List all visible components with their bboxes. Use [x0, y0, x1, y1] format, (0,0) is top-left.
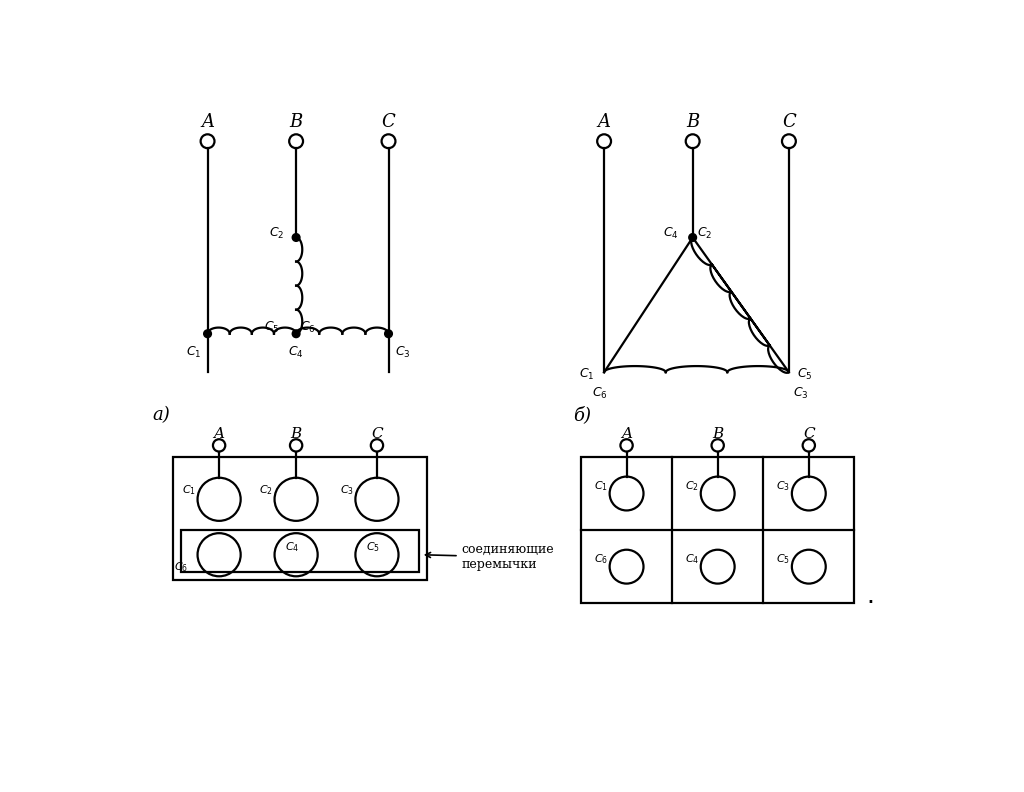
Text: B: B [291, 427, 302, 441]
Circle shape [385, 330, 392, 337]
Text: A: A [622, 427, 632, 441]
Text: $C_1$: $C_1$ [594, 479, 608, 493]
Text: C: C [371, 427, 383, 441]
Circle shape [204, 330, 211, 337]
Text: B: B [290, 113, 303, 131]
Text: $C_6$: $C_6$ [300, 320, 315, 335]
Text: $C_3$: $C_3$ [394, 345, 411, 360]
Text: $C_6$: $C_6$ [593, 386, 608, 402]
Text: б): б) [573, 406, 591, 424]
Circle shape [689, 234, 696, 242]
Text: $C_2$: $C_2$ [696, 226, 712, 242]
Text: $C_5$: $C_5$ [263, 320, 280, 335]
Text: $C_4$: $C_4$ [685, 552, 699, 565]
Bar [173, 457, 427, 580]
Text: $C_2$: $C_2$ [259, 483, 273, 497]
Text: $C_6$: $C_6$ [594, 552, 608, 565]
Text: а): а) [153, 406, 170, 424]
Circle shape [292, 330, 300, 337]
Text: $C_5$: $C_5$ [367, 540, 380, 554]
Text: $C_6$: $C_6$ [174, 560, 188, 574]
Text: A: A [201, 113, 214, 131]
Text: B: B [686, 113, 699, 131]
Text: $C_1$: $C_1$ [182, 483, 196, 497]
Text: C: C [782, 113, 796, 131]
Text: $C_3$: $C_3$ [776, 479, 791, 493]
Text: $C_2$: $C_2$ [269, 226, 285, 242]
Bar [581, 457, 854, 604]
Text: $C_4$: $C_4$ [285, 540, 299, 554]
Text: C: C [382, 113, 395, 131]
Text: .: . [866, 584, 873, 607]
Text: A: A [598, 113, 610, 131]
Text: C: C [803, 427, 815, 441]
Text: $C_5$: $C_5$ [797, 367, 812, 382]
Text: соединяющие
перемычки: соединяющие перемычки [426, 543, 554, 571]
Text: $C_4$: $C_4$ [664, 226, 679, 242]
Bar [180, 530, 419, 573]
Circle shape [292, 234, 300, 242]
Text: $C_2$: $C_2$ [685, 479, 699, 493]
Text: A: A [214, 427, 224, 441]
Text: $C_5$: $C_5$ [776, 552, 791, 565]
Text: $C_1$: $C_1$ [186, 345, 202, 360]
Text: $C_4$: $C_4$ [288, 345, 304, 360]
Text: $C_3$: $C_3$ [340, 483, 354, 497]
Text: B: B [712, 427, 723, 441]
Text: $C_1$: $C_1$ [580, 367, 595, 382]
Text: $C_3$: $C_3$ [793, 386, 808, 402]
